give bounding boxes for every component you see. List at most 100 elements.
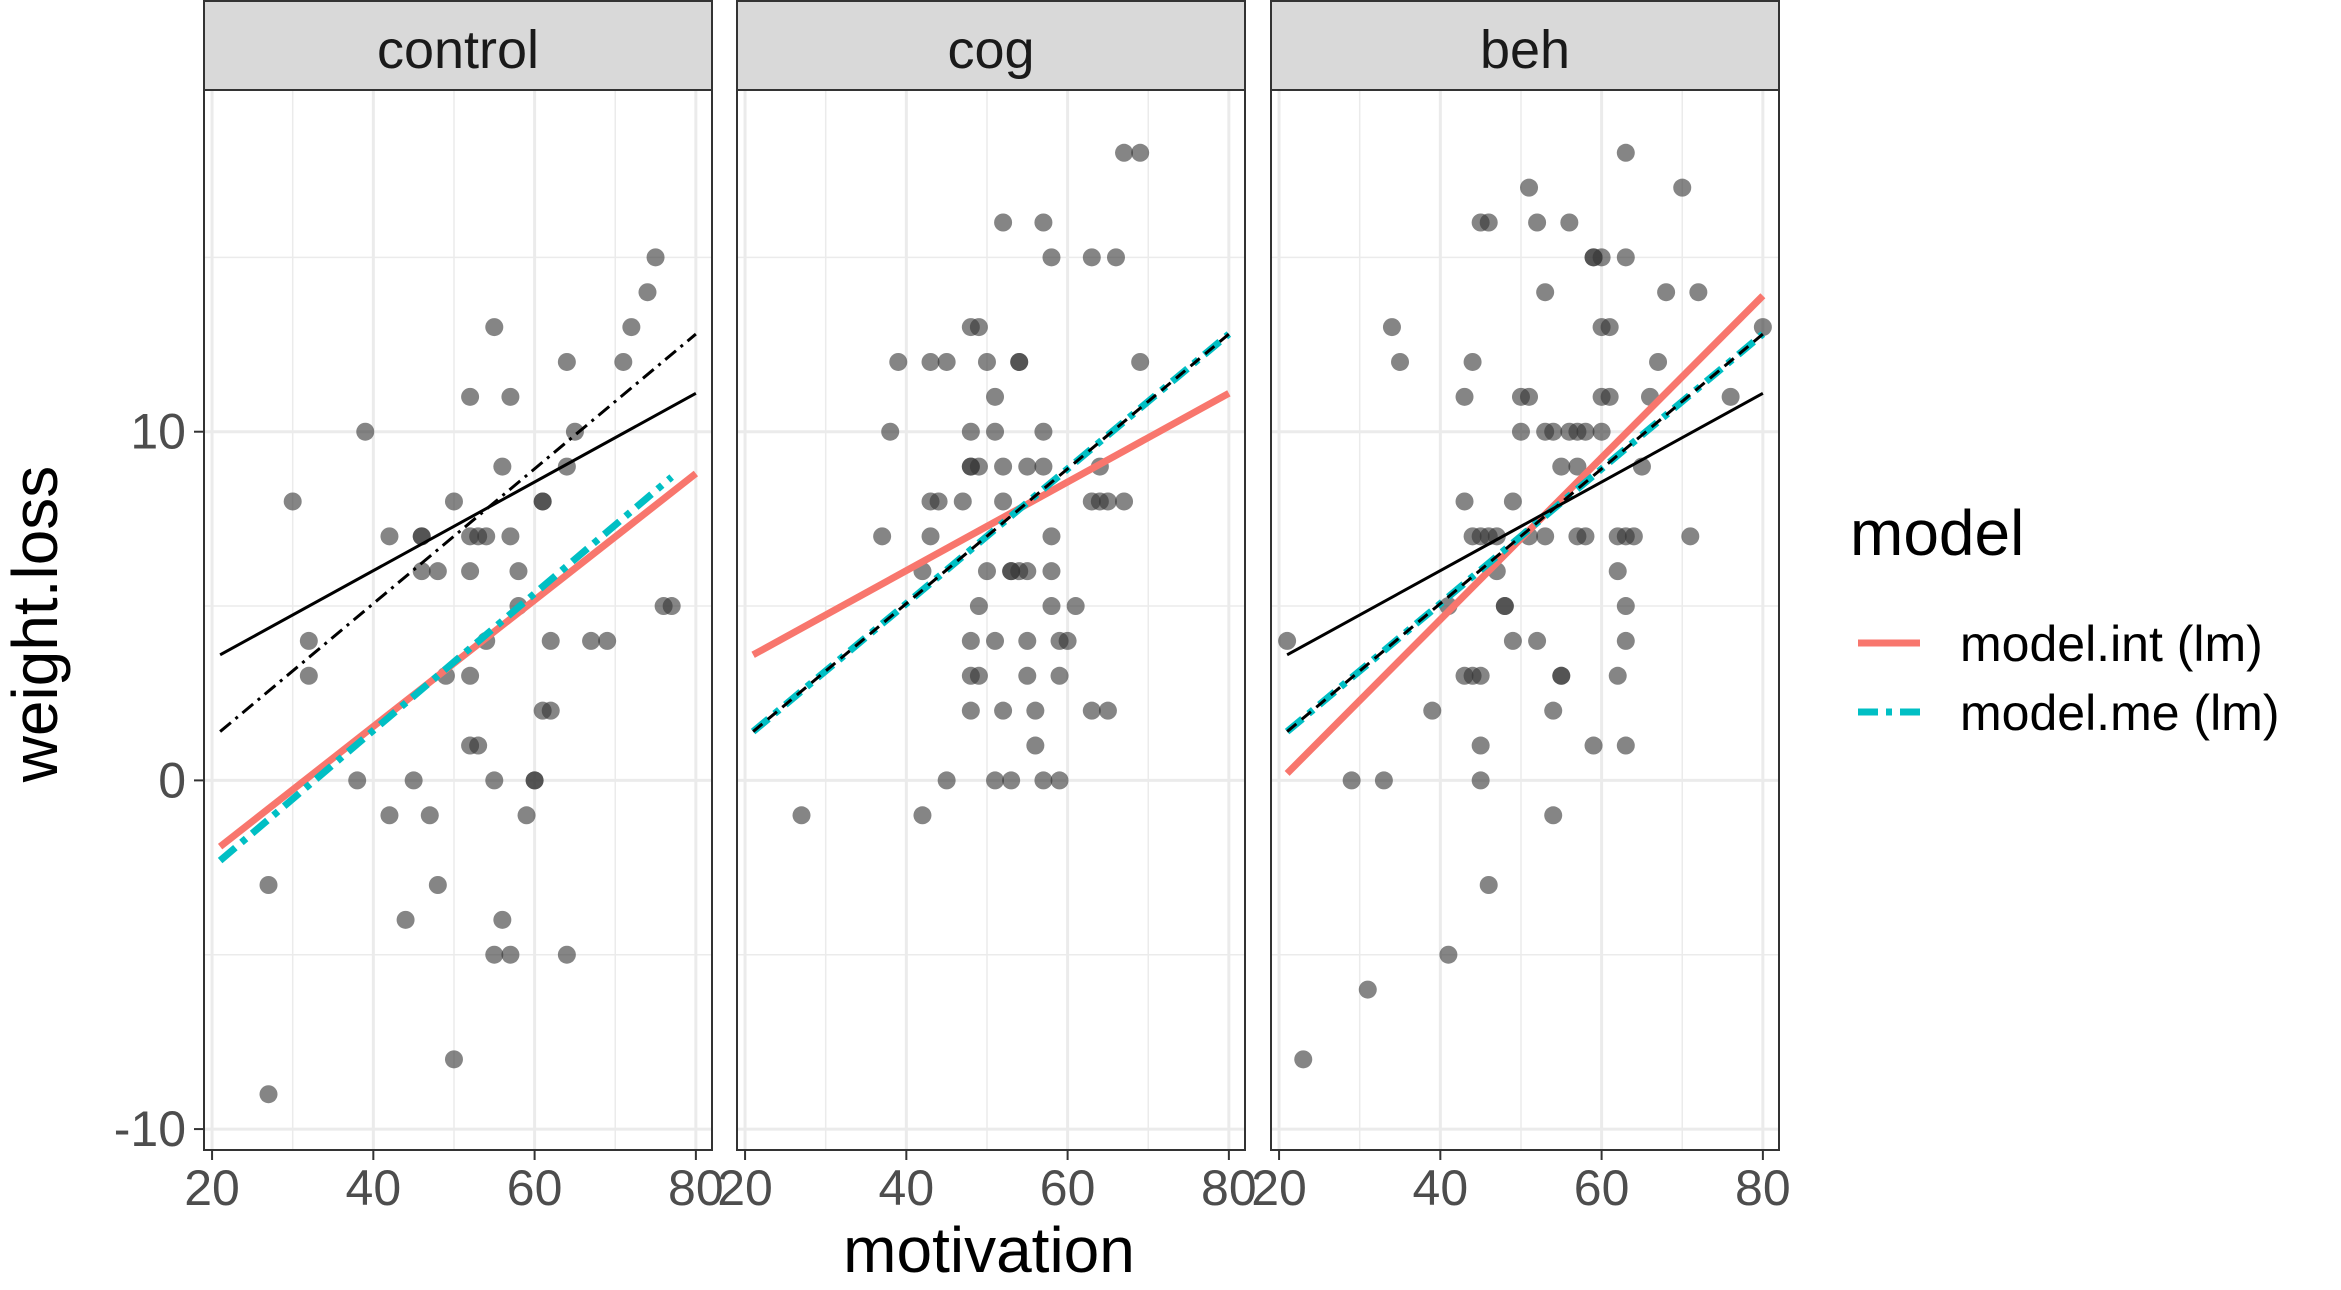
data-point: [1649, 352, 1668, 371]
data-point: [1131, 143, 1150, 162]
data-point: [348, 771, 367, 790]
data-point: [1358, 980, 1377, 999]
data-point: [953, 492, 972, 511]
data-point: [622, 318, 641, 337]
strip-label-control: control: [377, 20, 539, 80]
legend: model model.int (lm) model.me (lm): [1850, 497, 2279, 741]
panel-border: [736, 89, 1246, 1151]
data-point: [961, 422, 980, 441]
data-point: [541, 701, 560, 720]
y-tick-label: -10: [114, 1101, 186, 1157]
data-point: [461, 666, 480, 685]
data-point: [994, 492, 1013, 511]
data-point: [444, 492, 463, 511]
data-point: [1002, 771, 1021, 790]
data-point: [994, 701, 1013, 720]
data-point: [1503, 492, 1522, 511]
data-point: [873, 527, 892, 546]
strip-control: [203, 0, 713, 91]
data-point: [525, 771, 544, 790]
data-point: [1294, 1050, 1313, 1069]
data-point: [582, 631, 601, 650]
data-point: [1018, 457, 1037, 476]
data-point: [485, 318, 504, 337]
data-point: [1018, 631, 1037, 650]
data-point: [1082, 248, 1101, 267]
panel-border: [203, 89, 713, 1151]
y-tick-label: 0: [158, 752, 186, 808]
data-point: [259, 1085, 278, 1104]
legend-title: model: [1850, 497, 2024, 569]
data-point: [1544, 701, 1563, 720]
data-point: [1608, 666, 1627, 685]
data-point: [1552, 666, 1571, 685]
data-point: [557, 945, 576, 964]
data-point: [485, 771, 504, 790]
data-point: [921, 527, 940, 546]
data-point: [1034, 422, 1053, 441]
data-point: [1034, 457, 1053, 476]
data-point: [1455, 492, 1474, 511]
data-point: [792, 806, 811, 825]
y-tick-label: 10: [130, 404, 186, 460]
data-point: [1439, 945, 1458, 964]
data-point: [1374, 771, 1393, 790]
data-point: [485, 945, 504, 964]
data-point: [299, 666, 318, 685]
x-tick-label: 80: [668, 1160, 724, 1216]
data-point: [1616, 631, 1635, 650]
data-point: [646, 248, 665, 267]
data-point: [1058, 631, 1077, 650]
data-point: [1495, 597, 1514, 616]
data-point: [1018, 562, 1037, 581]
data-point: [477, 527, 496, 546]
data-point: [501, 527, 520, 546]
panel-background: [1271, 90, 1779, 1150]
data-point: [614, 352, 633, 371]
strip-label-beh: beh: [1480, 20, 1570, 80]
data-point: [1600, 318, 1619, 337]
x-axis-title: motivation: [843, 1214, 1135, 1286]
data-point: [1600, 387, 1619, 406]
data-point: [1560, 213, 1579, 232]
data-point: [1018, 666, 1037, 685]
data-point: [1721, 387, 1740, 406]
data-point: [1042, 562, 1061, 581]
data-point: [1382, 318, 1401, 337]
legend-label-model-me: model.me (lm): [1960, 685, 2279, 741]
data-point: [1528, 213, 1547, 232]
data-point: [380, 527, 399, 546]
x-tick-label: 80: [1735, 1160, 1791, 1216]
data-point: [517, 806, 536, 825]
data-point: [638, 283, 657, 302]
fit-line-black-dashed: [752, 332, 1230, 733]
panel-cog: cog 20 40 60 80: [717, 0, 1257, 1216]
data-point: [299, 631, 318, 650]
data-point: [1657, 283, 1676, 302]
data-point: [986, 422, 1005, 441]
data-point: [1479, 213, 1498, 232]
data-point: [937, 771, 956, 790]
data-point: [1471, 736, 1490, 755]
x-tick-label: 20: [717, 1160, 773, 1216]
panels-layer: control 20 40 60 80 cog 20 40 60 80 beh 20 40 60 80 -10…: [114, 0, 1791, 1216]
fit-line-black-solid: [219, 392, 697, 657]
fit-line-black-solid: [1286, 392, 1764, 657]
data-point: [1616, 597, 1635, 616]
data-point: [889, 352, 908, 371]
x-tick-label: 60: [1574, 1160, 1630, 1216]
data-point: [662, 597, 681, 616]
data-point: [977, 562, 996, 581]
y-axis-title: weight.loss: [0, 466, 71, 784]
data-point: [1520, 387, 1539, 406]
data-point: [1042, 527, 1061, 546]
data-point: [1066, 597, 1085, 616]
strip-beh: [1270, 0, 1780, 91]
data-point: [598, 631, 617, 650]
data-point: [1471, 666, 1490, 685]
data-point: [1511, 422, 1530, 441]
data-point: [1528, 631, 1547, 650]
data-point: [1576, 422, 1595, 441]
data-point: [501, 945, 520, 964]
data-point: [420, 806, 439, 825]
